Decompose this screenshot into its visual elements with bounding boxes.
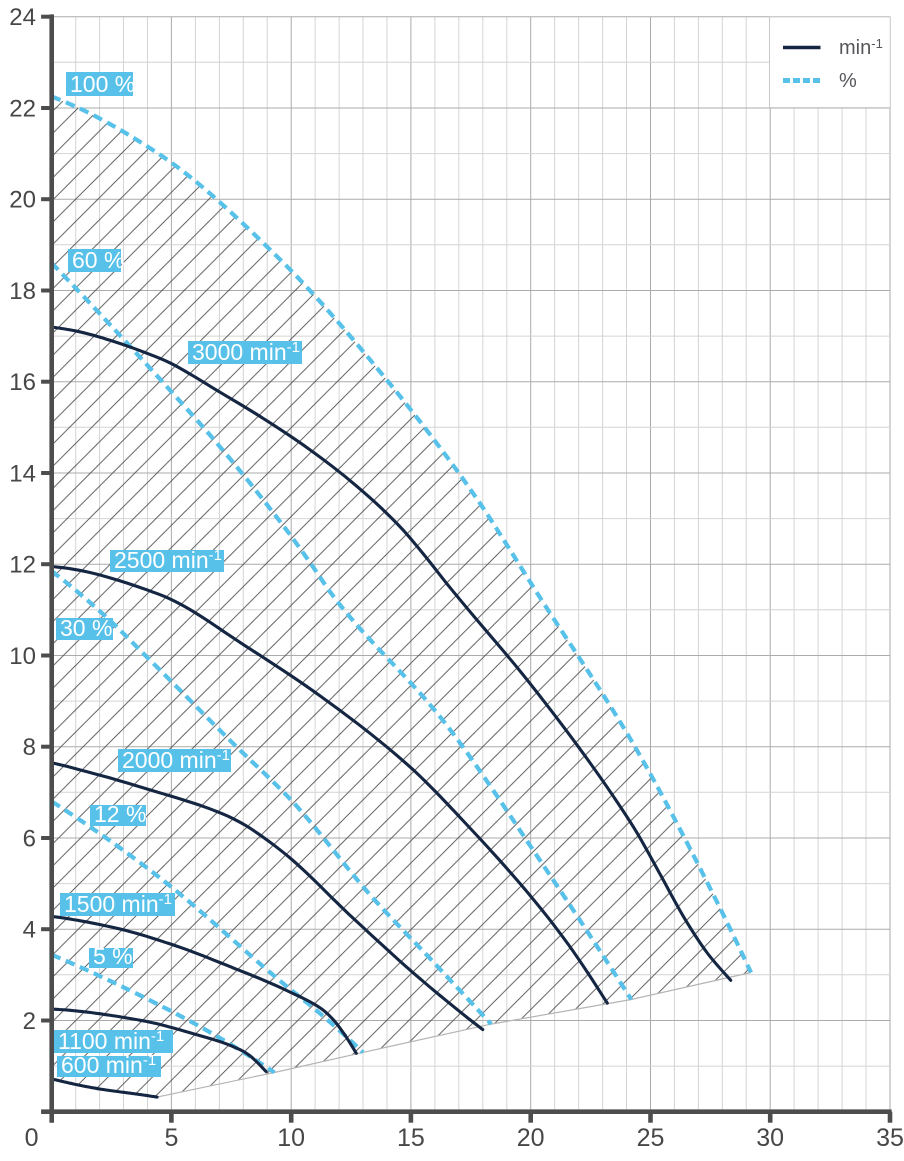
svg-text:10: 10 [9,643,36,670]
svg-text:100 %: 100 % [70,71,135,97]
svg-text:20: 20 [9,187,36,214]
svg-text:12 %: 12 % [94,801,146,827]
svg-text:8: 8 [23,734,36,761]
svg-text:4: 4 [23,917,36,944]
svg-text:14: 14 [9,461,36,488]
svg-text:3000 min-1: 3000 min-1 [192,339,300,365]
svg-text:2500 min-1: 2500 min-1 [114,547,222,573]
svg-text:20: 20 [517,1124,545,1152]
svg-text:35: 35 [876,1124,904,1152]
svg-text:2000 min-1: 2000 min-1 [122,747,230,773]
svg-text:2: 2 [23,1008,36,1035]
svg-text:5: 5 [164,1124,178,1152]
svg-text:10: 10 [277,1124,305,1152]
svg-text:22: 22 [9,96,36,123]
svg-text:0: 0 [25,1124,39,1152]
svg-text:15: 15 [397,1124,425,1152]
svg-text:30 %: 30 % [60,615,112,641]
svg-text:%: % [839,70,857,92]
svg-text:12: 12 [9,552,36,579]
svg-text:600 min-1: 600 min-1 [61,1052,156,1078]
svg-text:5 %: 5 % [93,943,133,969]
svg-text:25: 25 [637,1124,665,1152]
svg-text:60 %: 60 % [72,247,124,273]
svg-text:30: 30 [756,1124,784,1152]
svg-text:1500 min-1: 1500 min-1 [64,891,172,917]
svg-text:6: 6 [23,826,36,853]
svg-text:1100 min-1: 1100 min-1 [58,1028,164,1054]
svg-text:24: 24 [9,4,36,31]
svg-text:16: 16 [9,369,36,396]
svg-text:18: 18 [9,278,36,305]
